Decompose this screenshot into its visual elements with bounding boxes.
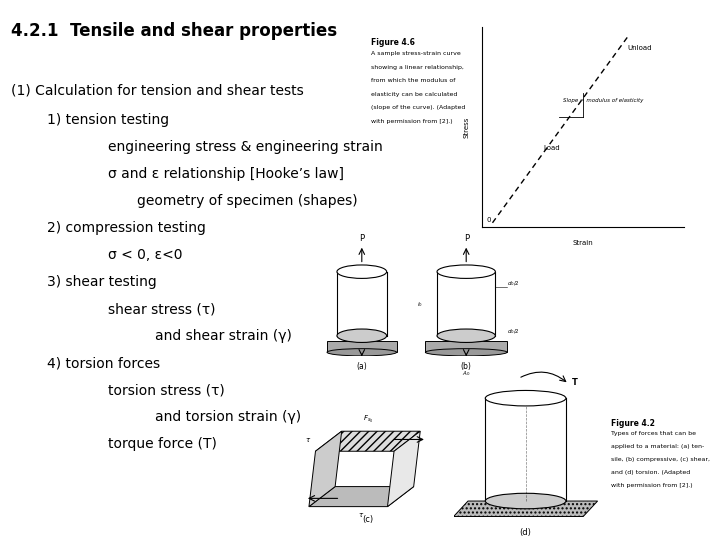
Text: from which the modulus of: from which the modulus of — [371, 78, 455, 83]
Text: Unload: Unload — [628, 45, 652, 51]
Text: Strain: Strain — [573, 240, 593, 246]
Text: Load: Load — [543, 145, 559, 151]
Text: showing a linear relationship,: showing a linear relationship, — [371, 65, 464, 70]
Text: (b): (b) — [461, 362, 472, 370]
Text: applied to a material: (a) ten-: applied to a material: (a) ten- — [611, 444, 704, 449]
Polygon shape — [387, 431, 420, 507]
Text: elasticity can be calculated: elasticity can be calculated — [371, 92, 457, 97]
Text: geometry of specimen (shapes): geometry of specimen (shapes) — [137, 194, 357, 208]
Text: (a): (a) — [356, 362, 367, 370]
Text: Figure 4.2: Figure 4.2 — [611, 418, 654, 428]
Text: $F_{s_0}$: $F_{s_0}$ — [363, 414, 373, 424]
Text: $d_0/2$: $d_0/2$ — [507, 280, 520, 288]
Text: $\tau$: $\tau$ — [358, 511, 364, 519]
Polygon shape — [315, 431, 420, 451]
Text: (d): (d) — [520, 528, 531, 537]
Text: T: T — [572, 378, 577, 387]
Polygon shape — [309, 487, 414, 507]
Text: P: P — [464, 234, 469, 243]
Text: 1) tension testing: 1) tension testing — [47, 113, 169, 127]
Ellipse shape — [426, 349, 507, 356]
Text: (1) Calculation for tension and shear tests: (1) Calculation for tension and shear te… — [11, 84, 304, 98]
Text: sile, (b) compressive, (c) shear,: sile, (b) compressive, (c) shear, — [611, 457, 709, 462]
Text: 0: 0 — [487, 217, 491, 223]
Text: $d_0/2$: $d_0/2$ — [507, 327, 520, 336]
Text: and torsion strain (γ): and torsion strain (γ) — [155, 410, 301, 424]
Text: σ < 0, ε<0: σ < 0, ε<0 — [108, 248, 182, 262]
Text: P: P — [359, 234, 364, 243]
Text: torsion stress (τ): torsion stress (τ) — [108, 383, 225, 397]
Text: $l_0$: $l_0$ — [417, 300, 423, 309]
Ellipse shape — [337, 329, 387, 342]
Text: 4.2.1  Tensile and shear properties: 4.2.1 Tensile and shear properties — [11, 22, 337, 39]
Text: Stress: Stress — [463, 116, 469, 138]
Text: 4) torsion forces: 4) torsion forces — [47, 356, 160, 370]
Text: Types of forces that can be: Types of forces that can be — [611, 431, 696, 436]
Text: with permission from [2].): with permission from [2].) — [371, 119, 452, 124]
Text: 2) compression testing: 2) compression testing — [47, 221, 206, 235]
Text: 3) shear testing: 3) shear testing — [47, 275, 156, 289]
Ellipse shape — [485, 390, 566, 406]
Ellipse shape — [327, 349, 397, 356]
Text: engineering stress & engineering strain: engineering stress & engineering strain — [108, 140, 383, 154]
Ellipse shape — [437, 329, 495, 342]
Text: torque force (T): torque force (T) — [108, 437, 217, 451]
Text: $A_0$: $A_0$ — [462, 369, 470, 377]
Text: $\tau$: $\tau$ — [305, 436, 311, 444]
Text: shear stress (τ): shear stress (τ) — [108, 302, 215, 316]
Text: and (d) torsion. (Adapted: and (d) torsion. (Adapted — [611, 470, 690, 475]
Text: (c): (c) — [362, 515, 374, 524]
Polygon shape — [454, 501, 598, 517]
Text: and shear strain (γ): and shear strain (γ) — [155, 329, 292, 343]
Ellipse shape — [437, 265, 495, 279]
Text: (slope of the curve). (Adapted: (slope of the curve). (Adapted — [371, 105, 465, 110]
Text: Slope = modulus of elasticity: Slope = modulus of elasticity — [563, 98, 644, 103]
Text: A sample stress-strain curve: A sample stress-strain curve — [371, 51, 461, 56]
Text: with permission from [2].): with permission from [2].) — [611, 483, 692, 488]
Polygon shape — [309, 431, 342, 507]
Text: Figure 4.6: Figure 4.6 — [371, 38, 415, 47]
Ellipse shape — [337, 265, 387, 279]
Text: σ and ε relationship [Hooke’s law]: σ and ε relationship [Hooke’s law] — [108, 167, 344, 181]
Ellipse shape — [485, 493, 566, 509]
Bar — [327, 341, 397, 352]
Bar — [426, 341, 507, 352]
